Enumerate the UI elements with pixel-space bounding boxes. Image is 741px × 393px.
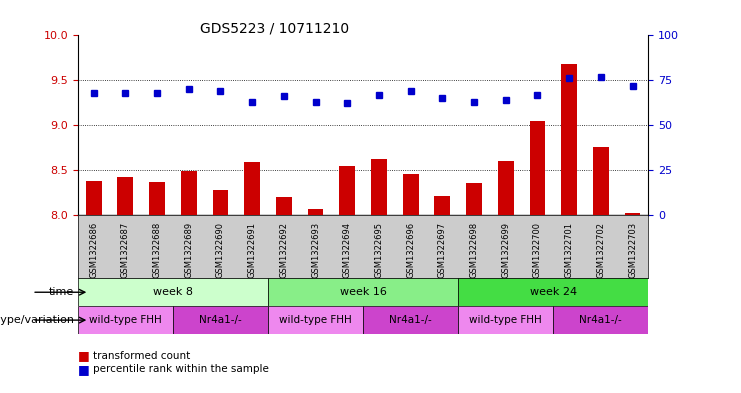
Text: GSM1322693: GSM1322693 (311, 222, 320, 278)
Text: GSM1322694: GSM1322694 (343, 222, 352, 278)
Bar (268, 306, 363, 334)
Bar (554, 306, 648, 334)
Bar (173, 306, 268, 334)
Text: ■: ■ (78, 349, 90, 362)
Bar (86, 182, 102, 215)
Text: GSM1322703: GSM1322703 (628, 222, 637, 278)
Bar (213, 190, 228, 215)
Text: wild-type FHH: wild-type FHH (469, 315, 542, 325)
Text: ■: ■ (78, 363, 90, 376)
Text: transformed count: transformed count (93, 351, 190, 361)
Text: genotype/variation: genotype/variation (0, 315, 74, 325)
Text: wild-type FHH: wild-type FHH (279, 315, 352, 325)
Bar (181, 171, 196, 215)
Text: GSM1322686: GSM1322686 (89, 222, 98, 279)
Bar (308, 209, 324, 215)
Text: GSM1322689: GSM1322689 (185, 222, 193, 278)
Bar (276, 196, 292, 215)
Text: GSM1322696: GSM1322696 (406, 222, 415, 278)
Text: GSM1322697: GSM1322697 (438, 222, 447, 278)
Bar (498, 161, 514, 215)
Text: Nr4a1-/-: Nr4a1-/- (389, 315, 432, 325)
Bar (268, 278, 458, 306)
Text: GSM1322699: GSM1322699 (501, 222, 511, 278)
Text: week 8: week 8 (153, 287, 193, 297)
Bar (78, 278, 268, 306)
Text: Nr4a1-/-: Nr4a1-/- (579, 315, 622, 325)
Text: GSM1322702: GSM1322702 (597, 222, 605, 278)
Text: week 16: week 16 (339, 287, 387, 297)
Text: GSM1322691: GSM1322691 (247, 222, 256, 278)
Bar (78, 306, 173, 334)
Bar (530, 121, 545, 215)
Text: GSM1322700: GSM1322700 (533, 222, 542, 278)
Text: GDS5223 / 10711210: GDS5223 / 10711210 (199, 22, 349, 36)
Bar (458, 278, 648, 306)
Bar (458, 306, 554, 334)
Text: GSM1322688: GSM1322688 (153, 222, 162, 279)
Bar (371, 159, 387, 215)
Bar (117, 177, 133, 215)
Text: GSM1322698: GSM1322698 (470, 222, 479, 278)
Text: percentile rank within the sample: percentile rank within the sample (93, 364, 268, 375)
Text: Nr4a1-/-: Nr4a1-/- (199, 315, 242, 325)
Text: time: time (49, 287, 74, 297)
Text: GSM1322690: GSM1322690 (216, 222, 225, 278)
Bar (339, 166, 355, 215)
Text: GSM1322687: GSM1322687 (121, 222, 130, 279)
Bar (434, 196, 451, 215)
Bar (245, 162, 260, 215)
Text: week 24: week 24 (530, 287, 576, 297)
Bar (561, 64, 577, 215)
Text: GSM1322692: GSM1322692 (279, 222, 288, 278)
Bar (466, 183, 482, 215)
Bar (593, 147, 609, 215)
Text: GSM1322695: GSM1322695 (374, 222, 383, 278)
Bar (149, 182, 165, 215)
Bar (402, 174, 419, 215)
Text: wild-type FHH: wild-type FHH (89, 315, 162, 325)
Bar (363, 306, 458, 334)
Bar (625, 213, 640, 215)
Text: GSM1322701: GSM1322701 (565, 222, 574, 278)
